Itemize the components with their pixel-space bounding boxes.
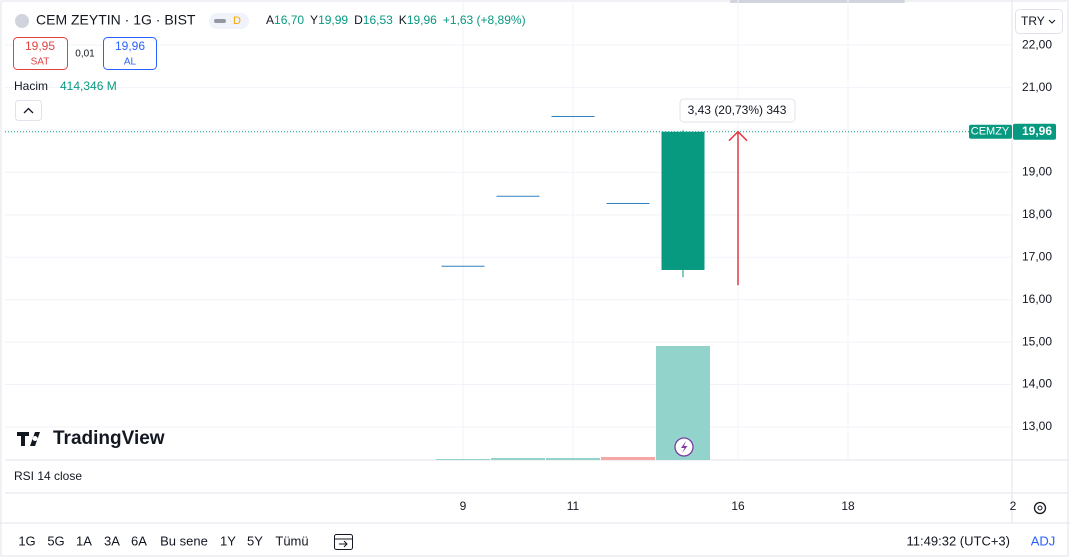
sell-price: 19,95	[25, 39, 55, 53]
timeframe-button[interactable]: 1G	[18, 533, 35, 548]
adj-toggle[interactable]: ADJ	[1031, 533, 1056, 548]
dropdown-icon	[1048, 19, 1056, 24]
price-tag-label: 19,96	[1022, 124, 1052, 138]
timeframe-bar: 1G 5G 1A 3A 6A Bu sene 1Y 5Y Tümü	[18, 533, 308, 548]
x-tick-label: 9	[460, 499, 467, 513]
plot	[5, 116, 1012, 460]
ohlc-key: D	[354, 13, 363, 27]
x-tick-label: 11	[567, 499, 580, 513]
timeframe-button[interactable]: Bu sene	[160, 533, 208, 548]
logo: TradingView	[17, 428, 165, 449]
y-tick-label: 18,00	[1022, 207, 1052, 221]
timeframe-button[interactable]: 1A	[76, 533, 92, 548]
ohlc-key: Y	[310, 13, 318, 27]
date-range-icon[interactable]	[334, 534, 353, 550]
spread: 0,01	[75, 49, 95, 60]
symbol-tag-label: CEMZY	[971, 126, 1010, 138]
status-badge: D	[233, 15, 241, 27]
y-tick-label: 16,00	[1022, 292, 1052, 306]
status-pill	[209, 13, 249, 29]
sell-label: SAT	[31, 57, 50, 68]
grid	[5, 0, 1012, 460]
y-tick-label: 17,00	[1022, 249, 1052, 263]
measure-box	[679, 98, 796, 123]
timeframe-button[interactable]: 1Y	[220, 533, 236, 548]
collapse-icon	[23, 107, 34, 114]
candle-body	[496, 195, 540, 197]
measure-label: 3,43 (20,73%) 343	[688, 103, 787, 117]
timeframe-button[interactable]: 5G	[47, 533, 64, 548]
ohlc-values: A16,70 Y19,99 D16,53 K19,96 +1,63 (+8,89%)	[266, 13, 526, 27]
ohlc-key: A	[266, 13, 274, 27]
candle-body	[551, 116, 595, 118]
volume-bar	[546, 457, 600, 460]
sell-button[interactable]	[13, 37, 68, 70]
x-tick-label: 16	[731, 499, 745, 513]
y-tick-label: 13,00	[1022, 419, 1052, 433]
ohlc-value: 16,53	[363, 13, 393, 27]
buy-price: 19,96	[115, 39, 145, 53]
buy-label: AL	[124, 57, 137, 68]
symbol-icon	[15, 14, 29, 28]
currency-label: TRY	[1021, 14, 1045, 28]
timeframe-button[interactable]: 5Y	[247, 533, 263, 548]
volume-label: Hacim	[14, 79, 48, 93]
candle-body	[441, 265, 485, 267]
timeframe-button[interactable]: 6A	[131, 533, 147, 548]
status-dash	[214, 19, 226, 23]
volume-value: 414,346 M	[60, 79, 117, 93]
collapse-button[interactable]	[15, 100, 42, 121]
ohlc-key: K	[399, 13, 407, 27]
x-tick-label: 18	[841, 499, 855, 513]
timeframe-button[interactable]: 3A	[104, 533, 120, 548]
volume-bar	[491, 457, 545, 460]
timeframe-button[interactable]: Tümü	[275, 533, 308, 548]
candle-body	[661, 131, 705, 270]
buy-button[interactable]	[103, 37, 157, 70]
y-tick-label: 19,00	[1022, 165, 1052, 179]
top-handle	[730, 0, 905, 3]
y-tick-label: 21,00	[1022, 80, 1052, 94]
logo-text: TradingView	[53, 428, 165, 449]
ohlc-value: 19,99	[318, 13, 348, 27]
y-tick-label: 15,00	[1022, 334, 1052, 348]
settings-icon[interactable]	[1033, 501, 1047, 515]
event-bolt	[681, 441, 688, 453]
x-tick-label: 2	[1010, 499, 1017, 513]
ohlc-value: 19,96	[407, 13, 437, 27]
volume-bar	[601, 457, 655, 460]
clock: 11:49:32 (UTC+3)	[907, 533, 1010, 548]
symbol-title[interactable]: CEM ZEYTIN · 1G · BIST	[36, 12, 196, 28]
volume-bar	[436, 459, 490, 460]
ohlc-value: 16,70	[274, 13, 304, 27]
symbol-tag	[969, 124, 1012, 139]
change: +1,63 (+8,89%)	[443, 13, 526, 27]
currency-dropdown[interactable]	[1015, 9, 1063, 34]
y-tick-label: 14,00	[1022, 377, 1052, 391]
price-tag	[1013, 123, 1056, 140]
y-tick-label: 22,00	[1022, 37, 1052, 51]
measure-arrow	[728, 130, 748, 286]
candle-body	[606, 202, 650, 204]
rsi-label: RSI 14 close	[14, 469, 82, 483]
